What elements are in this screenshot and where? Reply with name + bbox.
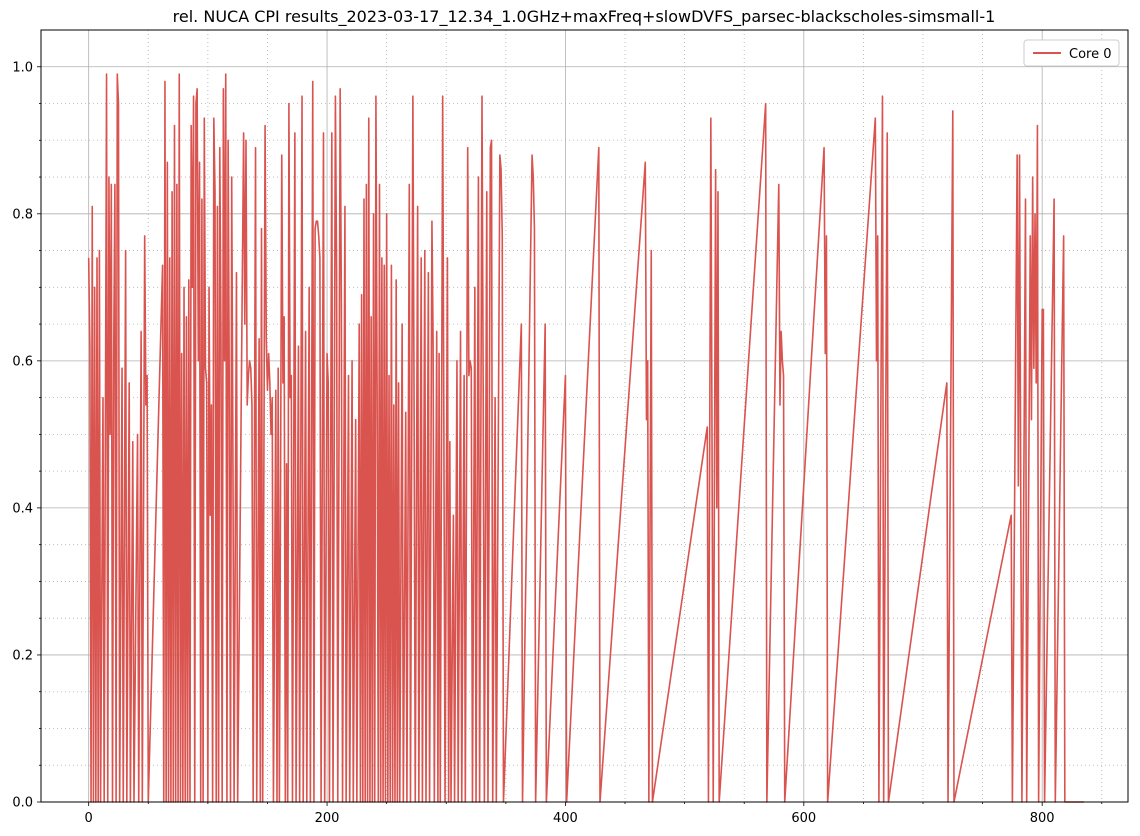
y-tick-label: 0.2: [12, 648, 33, 663]
legend: Core 0: [1023, 39, 1120, 67]
y-tick-label: 1.0: [12, 60, 33, 75]
y-axis-ticks: 0.0 0.2 0.4 0.6 0.8 1.0: [12, 60, 41, 811]
legend-label: Core 0: [1069, 47, 1112, 62]
x-tick-label: 600: [791, 811, 816, 826]
x-tick-label: 400: [553, 811, 578, 826]
x-tick-label: 200: [315, 811, 340, 826]
series-line-core-0: [87, 73, 1084, 803]
x-tick-label: 800: [1030, 811, 1055, 826]
legend-box: [1023, 39, 1120, 67]
plot-frame: [40, 29, 1129, 803]
y-tick-label: 0.4: [12, 501, 33, 516]
chart-title: rel. NUCA CPI results_2023-03-17_12.34_1…: [173, 7, 996, 27]
x-axis-ticks: 0 200 400 600 800: [85, 802, 1103, 826]
y-tick-label: 0.6: [12, 354, 33, 369]
series-layer: [87, 73, 1084, 803]
y-tick-label: 0.8: [12, 207, 33, 222]
minor-grid: [41, 30, 1128, 802]
x-tick-label: 0: [85, 811, 93, 826]
y-tick-label: 0.0: [12, 796, 33, 811]
